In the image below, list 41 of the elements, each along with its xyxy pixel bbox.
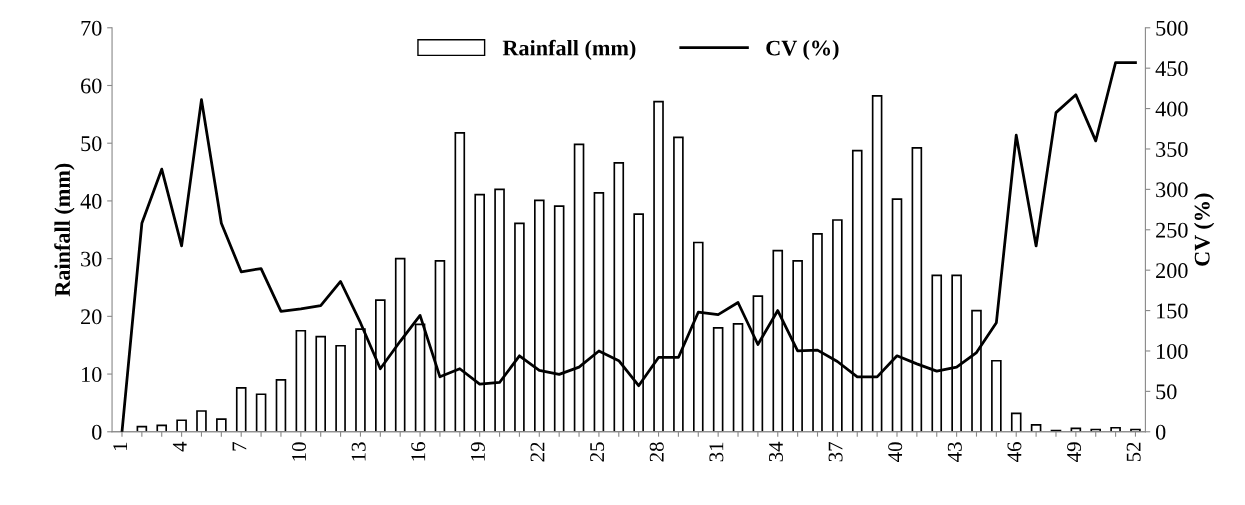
x-tick-label: 40 xyxy=(888,442,903,462)
x-tick-label: 13 xyxy=(351,442,366,461)
y-tick-label: 40 xyxy=(80,193,102,209)
x-tick-label: 52 xyxy=(1126,442,1141,462)
x-tick-label: 10 xyxy=(291,442,307,461)
x-tick-label: 1 xyxy=(113,442,127,451)
y2-tick-label: 350 xyxy=(1156,141,1188,157)
y-tick-label: 0 xyxy=(92,424,102,440)
x-tick-label: 16 xyxy=(411,442,426,461)
y-tick-label: 70 xyxy=(81,20,102,36)
x-tick-label: 4 xyxy=(172,441,187,452)
y2-tick-label: 450 xyxy=(1155,61,1188,77)
x-tick-label: 19 xyxy=(470,442,485,461)
y2-tick-label: 50 xyxy=(1156,384,1177,400)
y-tick-label: 10 xyxy=(82,366,102,382)
x-tick-label: 28 xyxy=(649,442,664,462)
x-tick-label: 7 xyxy=(232,442,247,451)
y2-tick-label: 200 xyxy=(1156,263,1188,279)
y-axis-title: Rainfall (mm) xyxy=(54,163,75,297)
x-tick-label: 37 xyxy=(828,442,843,462)
x-tick-label: 43 xyxy=(947,442,962,462)
legend-label: CV (%) xyxy=(766,39,839,61)
y2-tick-label: 500 xyxy=(1156,20,1188,36)
y2-tick-label: 300 xyxy=(1156,182,1188,198)
y2-tick-label: 250 xyxy=(1156,222,1188,238)
y-tick-label: 20 xyxy=(81,309,102,325)
y2-tick-label: 100 xyxy=(1157,343,1188,359)
y2-tick-label: 0 xyxy=(1155,424,1166,440)
x-tick-label: 46 xyxy=(1007,442,1022,462)
x-tick-label: 31 xyxy=(709,442,724,462)
y-tick-label: 60 xyxy=(81,78,102,94)
y-tick-label: 30 xyxy=(81,251,102,267)
x-tick-label: 22 xyxy=(530,442,545,462)
y2-tick-label: 400 xyxy=(1155,101,1188,117)
x-tick-label: 25 xyxy=(590,442,605,462)
x-tick-label: 49 xyxy=(1067,442,1082,462)
x-tick-label: 34 xyxy=(768,441,783,462)
y2-tick-label: 150 xyxy=(1157,303,1188,319)
legend-label: Rainfall (mm) xyxy=(502,39,636,61)
y2-axis-title: CV (%) xyxy=(1194,193,1215,266)
y-tick-label: 50 xyxy=(81,136,102,152)
